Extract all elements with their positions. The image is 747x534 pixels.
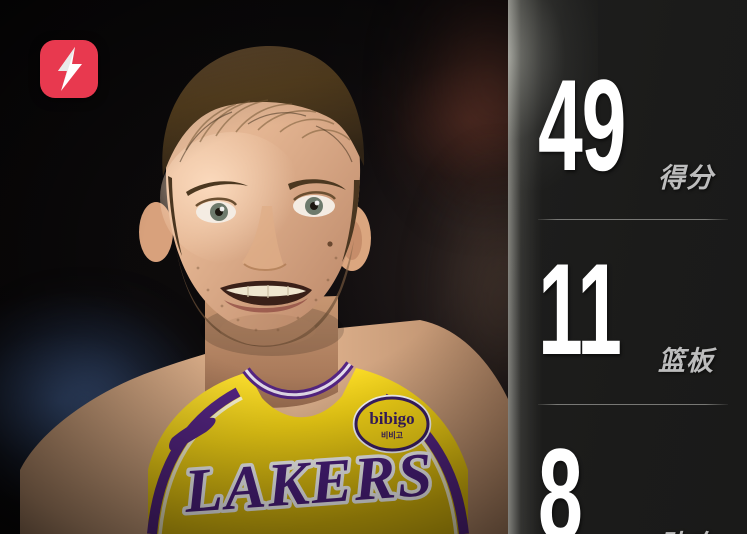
stat-value-points: 49 bbox=[538, 52, 626, 198]
stat-label-assists: 助攻 bbox=[658, 523, 714, 534]
stat-block-assists: 8 助攻 bbox=[508, 405, 747, 534]
stat-label-points: 得分 bbox=[658, 163, 714, 193]
stat-divider-1 bbox=[538, 219, 728, 220]
brand-logo[interactable] bbox=[40, 40, 98, 98]
stat-value-rebounds: 11 bbox=[538, 236, 622, 382]
stat-block-points: 49 得分 bbox=[508, 0, 747, 219]
stat-value-assists: 8 bbox=[538, 421, 583, 534]
lightning-bolt-icon bbox=[52, 47, 86, 91]
stats-panel: 49 得分 11 篮板 8 助攻 bbox=[508, 0, 747, 534]
stat-label-rebounds: 篮板 bbox=[658, 346, 714, 376]
stat-divider-2 bbox=[538, 404, 728, 405]
stat-block-rebounds: 11 篮板 bbox=[508, 220, 747, 404]
